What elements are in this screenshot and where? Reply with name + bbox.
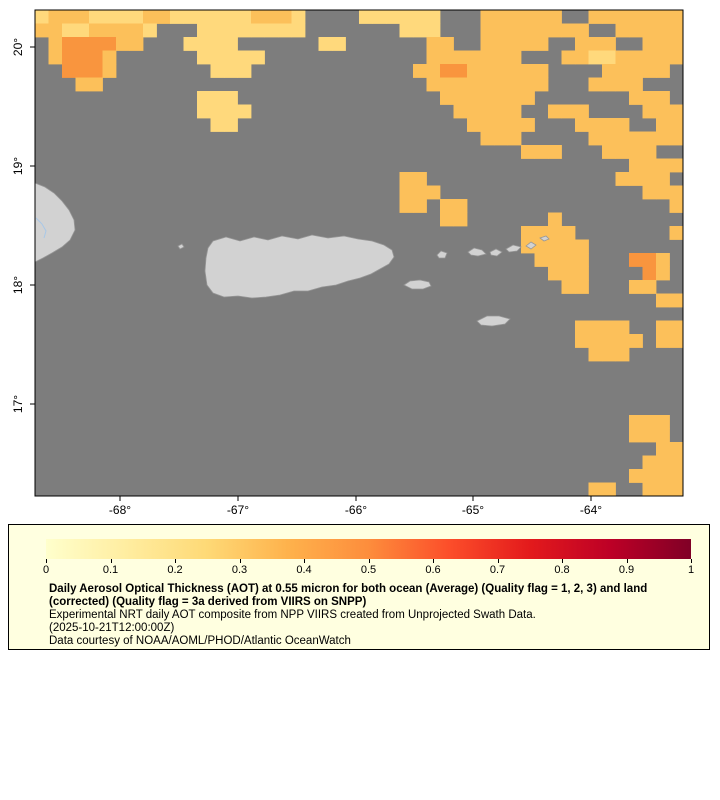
- colorbar-tick-label: 1: [687, 564, 695, 576]
- land-hispaniola-east-tip: [34, 182, 76, 263]
- legend-title: Daily Aerosol Optical Thickness (AOT) at…: [49, 583, 648, 608]
- land-tortola: [505, 244, 522, 253]
- colorbar-tick-mark: [110, 559, 112, 563]
- map-border: [34, 9, 684, 497]
- legend-box: 0 0.1 0.2 0.3 0.4 0.5 0.6 0.7 0.8 0.9 1 Daily Aero…: [8, 524, 710, 650]
- colorbar-tick-label: 0.1: [102, 564, 119, 576]
- colorbar-tick-label: 0: [42, 564, 50, 576]
- colorbar-tick-mark: [46, 559, 47, 563]
- colorbar-tick-label: 0.7: [489, 564, 506, 576]
- land-vieques: [403, 279, 432, 290]
- land-st-croix: [476, 315, 511, 327]
- colorbar-tick-labels: 0 0.1 0.2 0.3 0.4 0.5 0.6 0.7 0.8 0.9 1: [42, 559, 695, 577]
- colorbar-tick-label: 0.3: [231, 564, 248, 576]
- land-st-john: [489, 248, 503, 257]
- lat-tick-label: 18°: [11, 276, 25, 294]
- colorbar-tick-label: 0.6: [425, 564, 441, 576]
- land-puerto-rico: [204, 234, 395, 299]
- land-desecheo: [177, 243, 185, 250]
- land-anegada: [539, 235, 550, 242]
- legend-text: Daily Aerosol Optical Thickness (AOT) at…: [49, 583, 697, 648]
- colorbar-tick-mark: [368, 559, 370, 563]
- land-st-thomas: [467, 247, 487, 257]
- colorbar-tick-label: 0.2: [167, 564, 183, 576]
- longitude-axis: -68° -67° -66° -65° -64°: [109, 496, 602, 517]
- colorbar-tick-mark: [497, 559, 499, 563]
- legend-line-timestamp: (2025-10-21T12:00:00Z): [49, 622, 175, 634]
- colorbar-tick-mark: [239, 559, 241, 563]
- colorbar-tick-mark: [304, 559, 305, 563]
- colorbar-tick-mark: [433, 559, 434, 563]
- lon-tick-label: -66°: [345, 503, 367, 517]
- lat-tick-label: 19°: [11, 157, 25, 175]
- colorbar-tick-label: 0.4: [296, 564, 312, 576]
- colorbar-tick-mark: [175, 559, 176, 563]
- lon-tick-label: -68°: [109, 503, 131, 517]
- colorbar: [46, 539, 691, 559]
- lon-tick-label: -67°: [227, 503, 249, 517]
- land-culebra: [436, 250, 448, 259]
- lat-tick-label: 17°: [11, 395, 25, 413]
- colorbar-tick-mark: [626, 559, 628, 563]
- aot-grid: [35, 10, 684, 497]
- aot-map: 20° 19° 18° 17° -68° -67° -66° -65° -64°: [11, 9, 684, 517]
- legend-line-courtesy: Data courtesy of NOAA/AOML/PHOD/Atlantic…: [49, 635, 351, 647]
- colorbar-tick-label: 0.9: [618, 564, 635, 576]
- river-line: [35, 217, 47, 239]
- colorbar-tick-mark: [691, 559, 692, 563]
- colorbar-tick-mark: [562, 559, 563, 563]
- lon-tick-label: -65°: [462, 503, 484, 517]
- land-virgin-gorda: [525, 241, 537, 250]
- colorbar-tick-label: 0.5: [360, 564, 377, 576]
- land-masses: [34, 182, 550, 327]
- latitude-axis: 20° 19° 18° 17°: [11, 38, 35, 413]
- lat-tick-label: 20°: [11, 38, 25, 56]
- lon-tick-label: -64°: [580, 503, 602, 517]
- colorbar-tick-label: 0.8: [554, 564, 570, 576]
- legend-line-source: Experimental NRT daily AOT composite fro…: [49, 609, 536, 621]
